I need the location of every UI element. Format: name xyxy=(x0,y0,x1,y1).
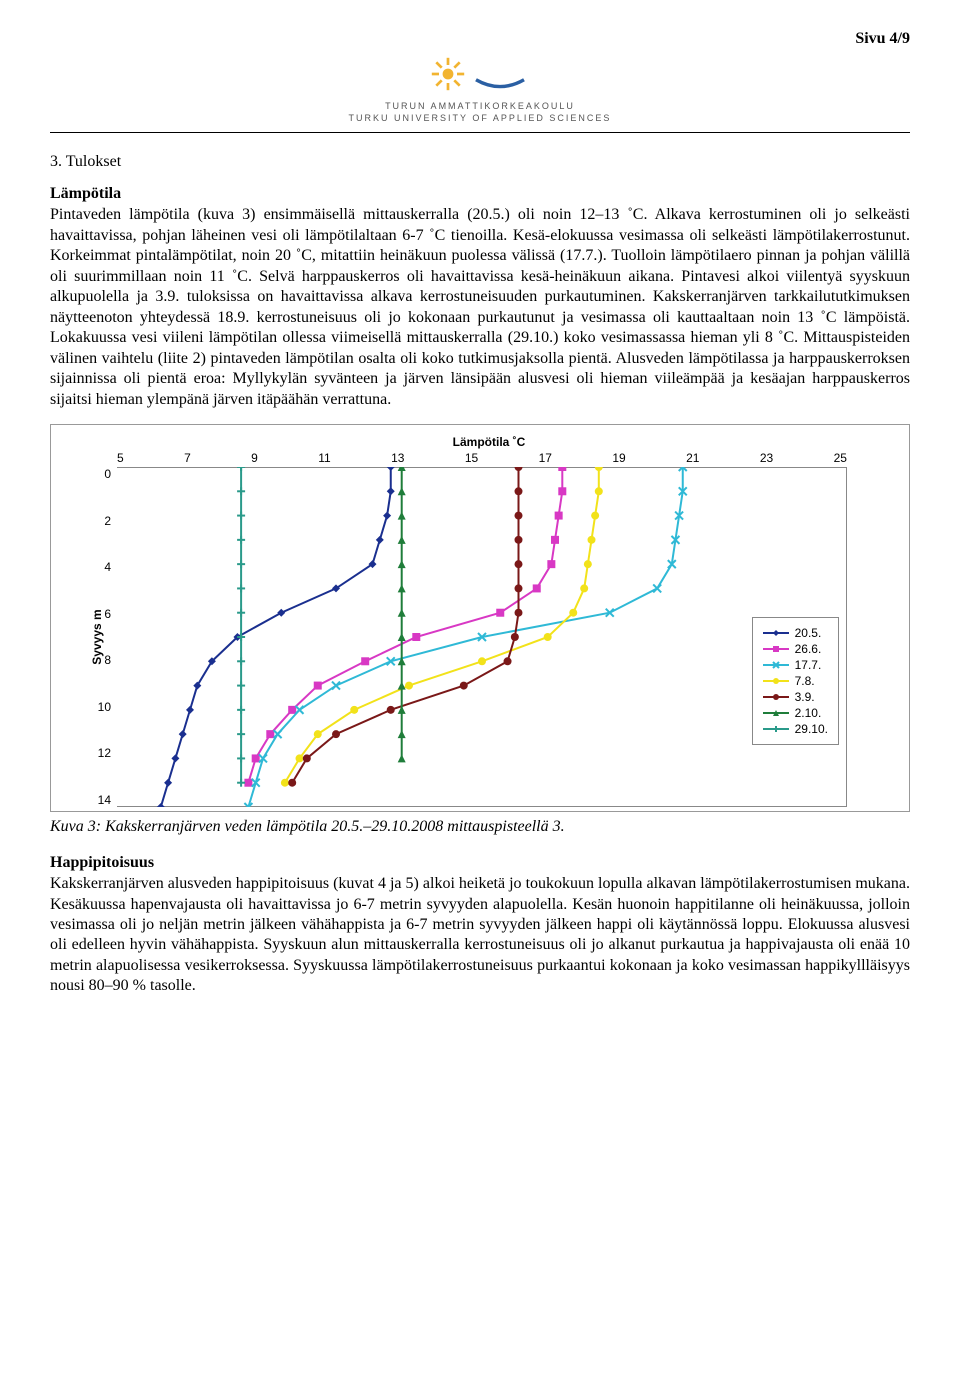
org-logo: TURUN AMMATTIKORKEAKOULU TURKU UNIVERSIT… xyxy=(50,56,910,124)
legend-item: 26.6. xyxy=(763,642,828,656)
legend-item: 29.10. xyxy=(763,722,828,736)
chart-plot: Syvyys m 02468101214 20.5.26.6.17.7.7.8.… xyxy=(117,467,847,807)
x-tick: 17 xyxy=(539,451,552,465)
y-tick: 0 xyxy=(89,467,111,481)
y-tick: 8 xyxy=(89,653,111,667)
chart-svg xyxy=(117,467,847,807)
x-tick: 5 xyxy=(117,451,124,465)
subheading-oxygen: Happipitoisuus xyxy=(50,854,910,872)
y-tick: 12 xyxy=(89,746,111,760)
y-tick: 10 xyxy=(89,700,111,714)
legend-item: 3.9. xyxy=(763,690,828,704)
arc-icon xyxy=(470,78,530,90)
subheading-temperature: Lämpötila xyxy=(50,185,910,203)
legend-item: 7.8. xyxy=(763,674,828,688)
chart-title: Lämpötila ˚C xyxy=(79,435,899,449)
logo-text-2: TURKU UNIVERSITY OF APPLIED SCIENCES xyxy=(50,113,910,125)
chart-x-ticks: 5 7 9 11 13 15 17 19 21 23 25 xyxy=(117,451,847,465)
x-tick: 23 xyxy=(760,451,773,465)
paragraph-oxygen: Kakskerranjärven alusveden happipitoisuu… xyxy=(50,874,910,997)
sun-icon xyxy=(430,56,466,92)
chart-temperature: Lämpötila ˚C 5791113151719212325 Syvyys … xyxy=(50,424,910,812)
legend-item: 20.5. xyxy=(763,626,828,640)
x-tick: 25 xyxy=(834,451,847,465)
chart-y-ticks: 0 2 4 6 8 10 12 14 xyxy=(89,467,111,807)
section-title: 3. Tulokset xyxy=(50,153,910,171)
x-tick: 9 xyxy=(251,451,258,465)
y-tick: 14 xyxy=(89,793,111,807)
header-rule xyxy=(50,132,910,133)
y-tick: 6 xyxy=(89,607,111,621)
y-tick: 2 xyxy=(89,514,111,528)
chart-caption: Kuva 3: Kakskerranjärven veden lämpötila… xyxy=(50,818,910,836)
legend-item: 17.7. xyxy=(763,658,828,672)
logo-text-1: TURUN AMMATTIKORKEAKOULU xyxy=(50,101,910,113)
legend-item: 2.10. xyxy=(763,706,828,720)
paragraph-temperature: Pintaveden lämpötila (kuva 3) ensimmäise… xyxy=(50,205,910,410)
y-tick: 4 xyxy=(89,560,111,574)
page-number: Sivu 4/9 xyxy=(50,30,910,48)
x-tick: 15 xyxy=(465,451,478,465)
chart-legend: 20.5. 26.6. 17.7. 7.8. 3.9. 2.10. 29.10. xyxy=(752,617,839,745)
x-tick: 7 xyxy=(184,451,191,465)
x-tick: 19 xyxy=(612,451,625,465)
x-tick: 11 xyxy=(318,451,330,465)
x-tick: 13 xyxy=(391,451,404,465)
x-tick: 21 xyxy=(686,451,699,465)
